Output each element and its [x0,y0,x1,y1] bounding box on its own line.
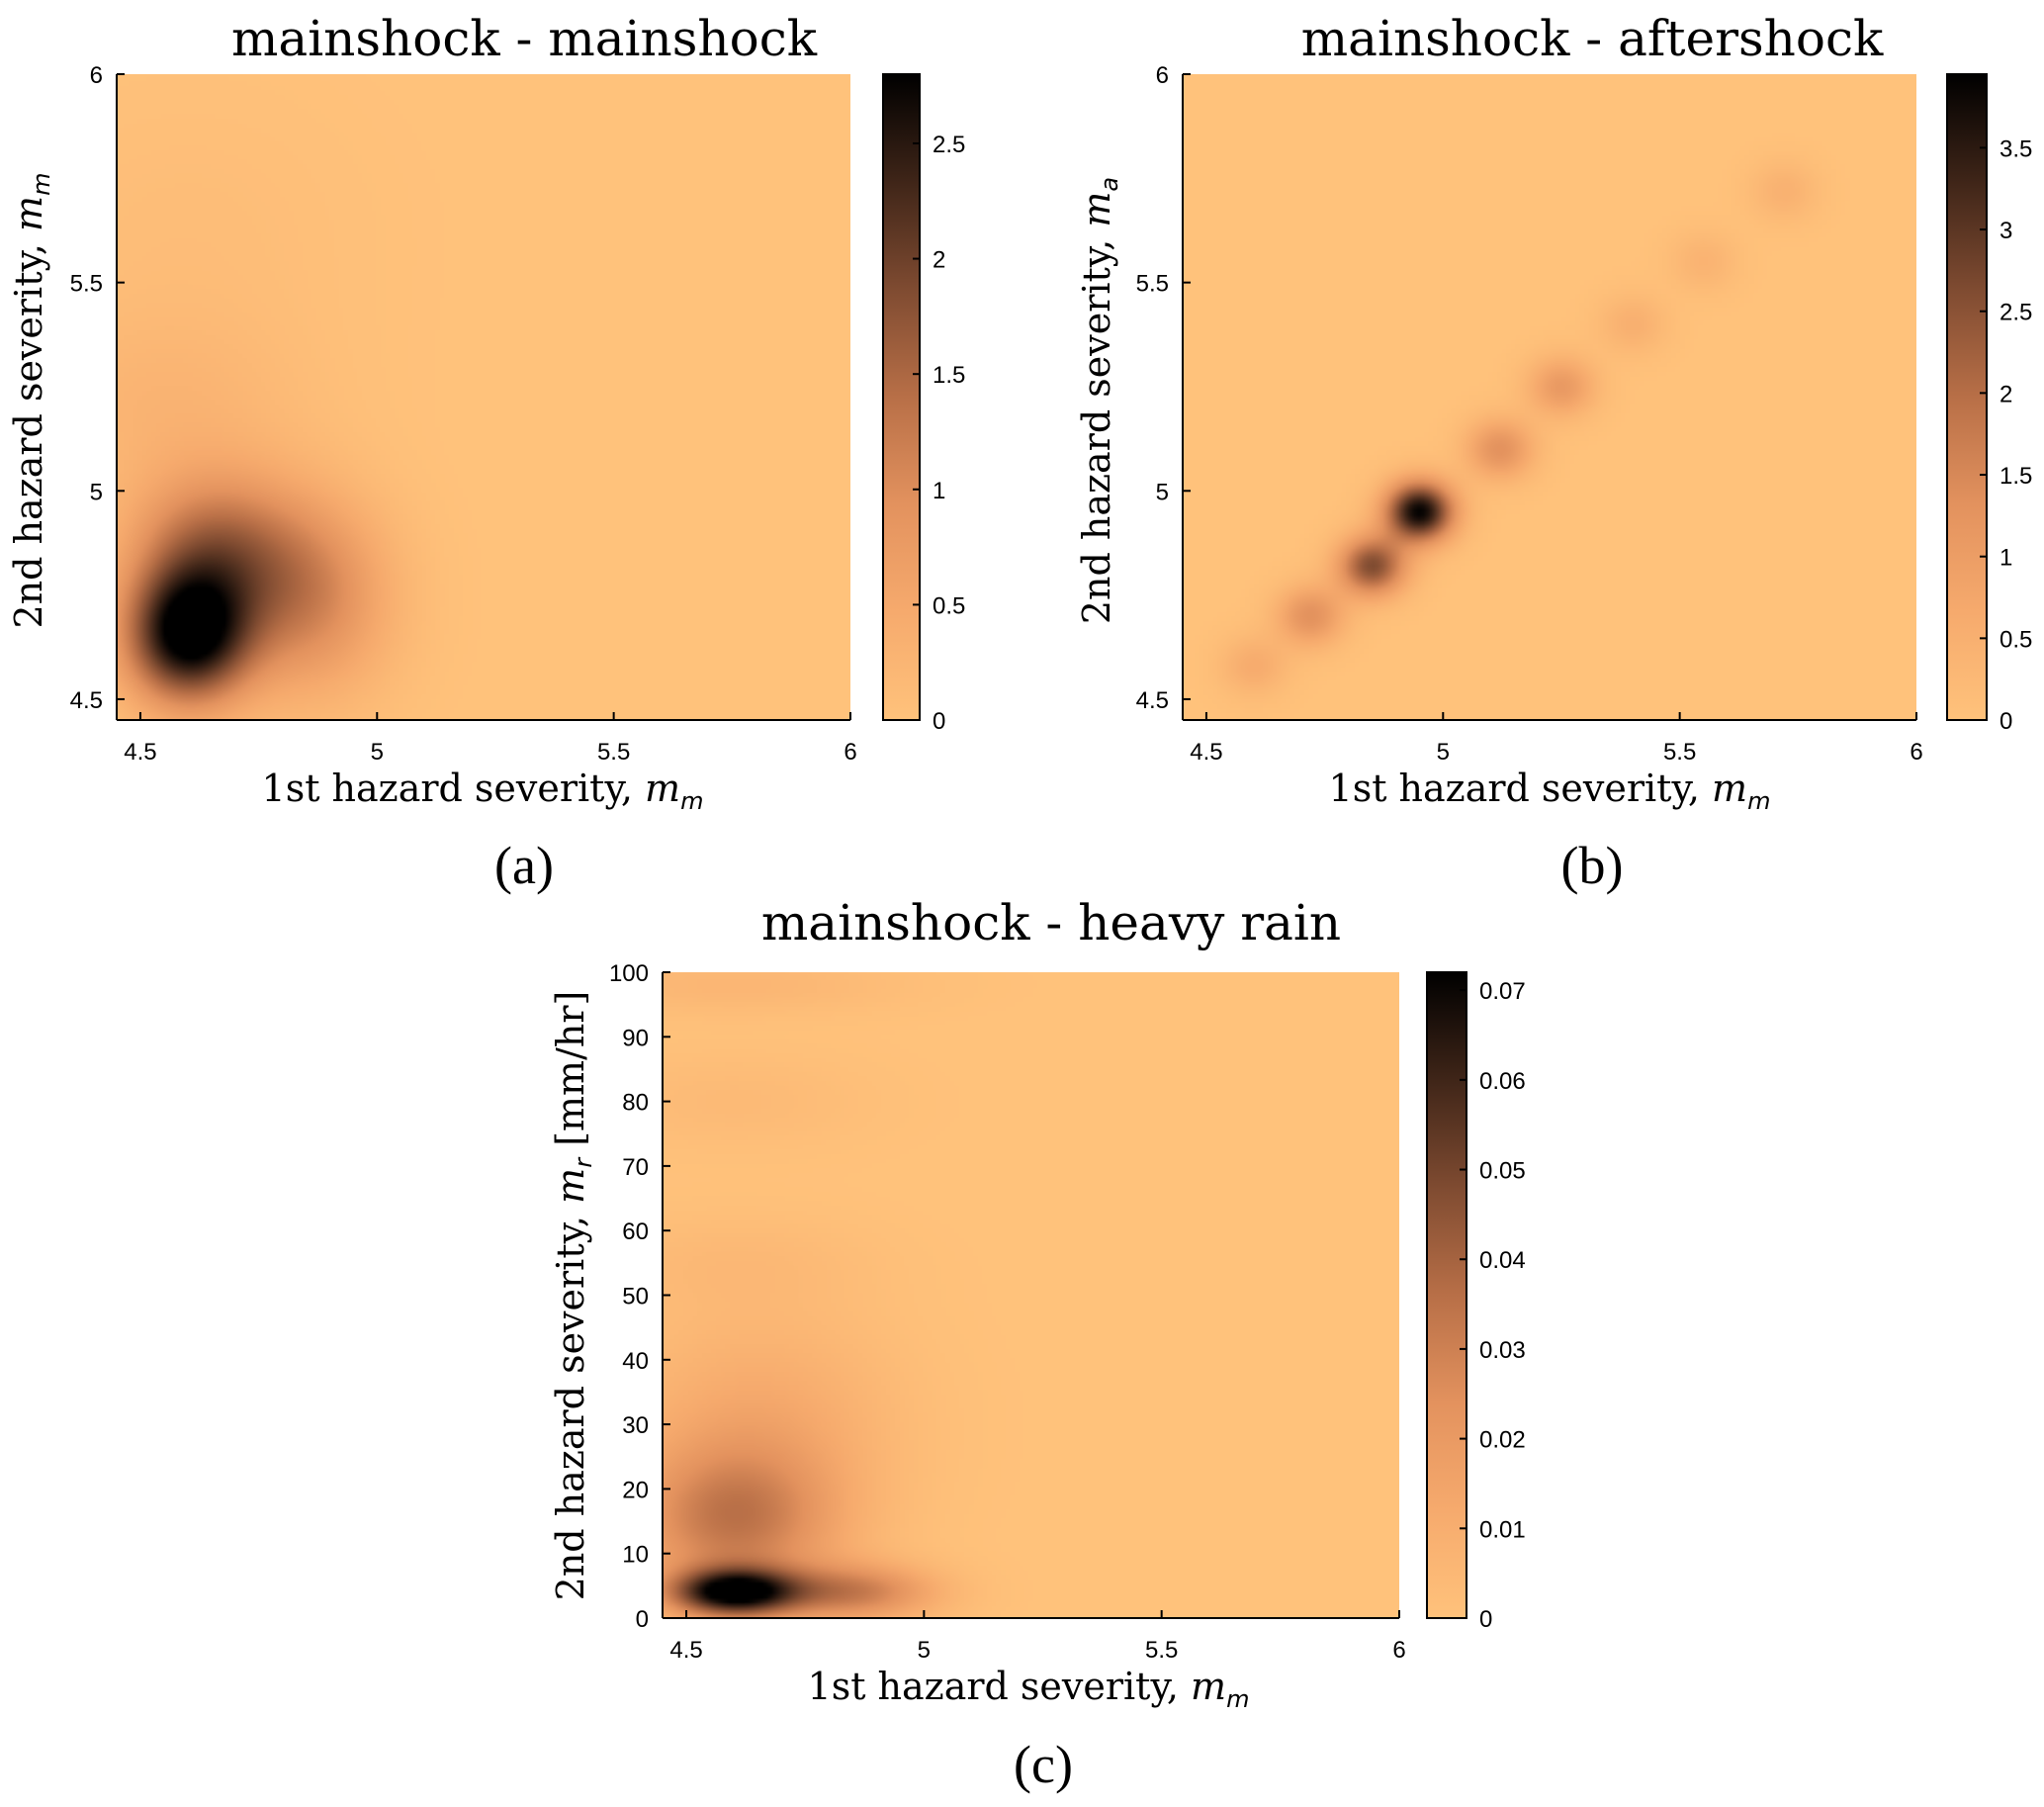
y-axis-label-a: 2nd hazard severity, mm [7,173,55,629]
heatmap-a [117,74,850,720]
x-axis-label-a-subscript: m [680,787,703,815]
x-tick-label: 4.5 [1190,739,1222,766]
y-tick-label: 40 [622,1348,649,1375]
y-axis-label-c-variable: m [549,1168,592,1204]
heatmap-b [1183,74,1916,720]
y-tick-label: 0 [636,1606,649,1633]
chart-title-a: mainshock - mainshock [231,10,818,67]
x-tick-label: 5 [918,1637,931,1664]
colorbar-tick-label: 0 [1479,1606,1492,1633]
y-axis-label-b-variable: m [1075,192,1118,227]
colorbar-tick-label: 2 [933,247,945,274]
x-tick-label: 5.5 [1663,739,1696,766]
y-tick-label: 90 [622,1025,649,1051]
x-axis-label-b-text: 1st hazard severity, [1329,767,1713,810]
colorbar-tick-label: 1 [2000,545,2012,572]
colorbar-tick-label: 0.05 [1479,1158,1526,1185]
colorbar-tick-label: 3.5 [2000,136,2032,162]
panel-b: 4.5 5 5.5 6 4.5 5 5.5 6 0 0.5 1 1.5 2 2.5 3 3.5 mainshoc… [1075,10,2032,895]
y-axis-label-a-text: 2nd hazard severity, [7,231,50,629]
x-axis-label-a: 1st hazard severity, mm [262,767,704,815]
colorbar-tick-label: 0.01 [1479,1516,1526,1543]
y-axis-label-b: 2nd hazard severity, ma [1075,177,1123,624]
y-axis-label-b-text: 2nd hazard severity, [1075,227,1118,625]
colorbar-tick-label: 0.03 [1479,1337,1526,1364]
colorbar-tick-label: 0.04 [1479,1247,1526,1274]
y-tick-label: 20 [622,1477,649,1503]
x-tick-label: 5.5 [1145,1637,1178,1664]
colorbar-tick-label: 0.02 [1479,1427,1526,1454]
x-axis-label-c-subscript: m [1226,1685,1249,1713]
x-tick-label: 6 [1910,739,1922,766]
colorbar-tick-label: 1.5 [2000,463,2032,490]
panel-label-c: (c) [1014,1735,1073,1794]
y-axis-label-a-subscript: m [28,173,55,196]
y-tick-label: 5 [90,479,103,505]
y-axis-label-c-text: 2nd hazard severity, [549,1204,592,1601]
y-axis-label-a-variable: m [7,196,50,231]
x-tick-label: 5 [1437,739,1450,766]
colorbar-a [883,74,920,720]
y-tick-label: 100 [609,960,649,987]
x-tick-label: 4.5 [669,1637,702,1664]
y-tick-label: 5.5 [70,271,103,298]
panel-a: 4.5 5 5.5 6 4.5 5 5.5 6 0 0.5 1 1.5 2 2.5 mainshock - … [7,10,965,895]
x-axis-label-b: 1st hazard severity, mm [1329,767,1771,815]
chart-title-c: mainshock - heavy rain [761,894,1341,951]
colorbar-tick-label: 0.06 [1479,1068,1526,1095]
colorbar-tick-label: 0 [2000,708,2012,735]
x-axis-label-a-variable: m [645,767,680,810]
panel-c: 4.5 5 5.5 6010203040506070809010000.010.020… [549,894,1526,1794]
panel-label-b: (b) [1561,836,1624,895]
y-tick-label: 6 [90,62,103,89]
colorbar-tick-label: 2.5 [933,132,965,158]
y-tick-label: 5.5 [1136,271,1169,298]
y-tick-label: 4.5 [70,687,103,714]
x-axis-label-b-subscript: m [1747,787,1770,815]
colorbar-c [1427,972,1466,1618]
x-tick-label: 6 [844,739,856,766]
y-axis-label-c-subscript: r [570,1156,597,1168]
y-axis-label-c-unit: [mm/hr] [549,991,592,1158]
colorbar-tick-label: 1 [933,478,945,504]
colorbar-b [1947,74,1987,720]
panel-label-a: (a) [494,836,554,895]
colorbar-frame-a [882,73,921,721]
colorbar-frame-c [1426,971,1467,1619]
x-tick-label: 5 [371,739,384,766]
colorbar-tick-label: 0.5 [933,592,965,619]
heatmap-c [663,972,1399,1618]
y-tick-label: 80 [622,1090,649,1117]
y-axis-label-b-subscript: a [1096,177,1123,192]
y-tick-label: 60 [622,1219,649,1245]
y-tick-label: 70 [622,1154,649,1181]
x-tick-label: 5.5 [597,739,630,766]
y-tick-label: 5 [1156,479,1169,505]
chart-title-b: mainshock - aftershock [1301,10,1884,67]
y-tick-label: 50 [622,1284,649,1310]
colorbar-tick-label: 2.5 [2000,300,2032,326]
colorbar-tick-label: 0.07 [1479,978,1526,1005]
colorbar-tick-label: 0 [933,708,945,735]
x-axis-label-c-text: 1st hazard severity, [808,1665,1192,1708]
x-axis-label-a-text: 1st hazard severity, [262,767,646,810]
x-axis-label-c: 1st hazard severity, mm [808,1665,1250,1713]
x-tick-label: 6 [1392,1637,1405,1664]
colorbar-tick-label: 0.5 [2000,626,2032,653]
colorbar-tick-label: 3 [2000,218,2012,244]
x-tick-label: 4.5 [124,739,156,766]
x-axis-label-b-variable: m [1712,767,1747,810]
colorbar-tick-label: 1.5 [933,362,965,389]
y-tick-label: 4.5 [1136,687,1169,714]
colorbar-frame-b [1946,73,1988,721]
y-tick-label: 30 [622,1412,649,1439]
colorbar-tick-label: 2 [2000,381,2012,407]
y-tick-label: 10 [622,1542,649,1569]
y-tick-label: 6 [1156,62,1169,89]
x-axis-label-c-variable: m [1191,1665,1226,1708]
y-axis-label-c: 2nd hazard severity, mr [mm/hr] [549,991,597,1601]
